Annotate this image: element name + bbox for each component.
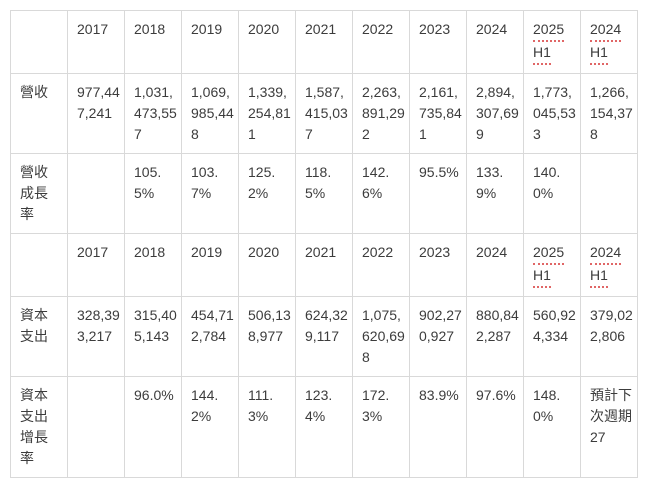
year-header-cell: 2024	[466, 10, 524, 74]
value-cell	[67, 153, 125, 234]
corner-cell	[10, 233, 68, 297]
value-cell: 172.3%	[352, 376, 410, 478]
year-header-cell: 2023	[409, 10, 467, 74]
year-header-cell: 2022	[352, 10, 410, 74]
row-label-cell: 資本支出增長率	[10, 376, 68, 478]
year-header-cell: 2018	[124, 10, 182, 74]
value-cell: 97.6%	[466, 376, 524, 478]
year-header-cell: 2025 H1	[523, 10, 581, 74]
value-cell: 103.7%	[181, 153, 239, 234]
value-cell	[67, 376, 125, 478]
value-cell: 1,587,415,037	[295, 73, 353, 154]
value-cell: 111.3%	[238, 376, 296, 478]
year-header-cell: 2024 H1	[580, 233, 638, 297]
value-cell: 123.4%	[295, 376, 353, 478]
value-cell: 1,266,154,378	[580, 73, 638, 154]
value-cell: 144.2%	[181, 376, 239, 478]
spellcheck-underlined-text: H1	[533, 42, 551, 65]
value-cell: 1,075,620,698	[352, 296, 410, 377]
value-cell: 328,393,217	[67, 296, 125, 377]
year-header-cell: 2017	[67, 10, 125, 74]
value-cell: 118.5%	[295, 153, 353, 234]
value-cell: 902,270,927	[409, 296, 467, 377]
spellcheck-underlined-text: H1	[590, 265, 608, 288]
year-header-row: 2017 2018 2019 2020 2021 2022 2023 2024 2025 H1 2…	[10, 233, 638, 297]
year-header-cell: 2024 H1	[580, 10, 638, 74]
value-cell: 454,712,784	[181, 296, 239, 377]
value-cell: 95.5%	[409, 153, 467, 234]
year-header-cell: 2025 H1	[523, 233, 581, 297]
value-cell: 2,263,891,292	[352, 73, 410, 154]
financial-table-body: 2017 2018 2019 2020 2021 2022 2023 2024 2025 H1 2…	[10, 10, 638, 478]
year-header-cell: 2021	[295, 233, 353, 297]
data-row: 營收成長率 105.5% 103.7% 125.2% 118.5% 142.6% 95.5%…	[10, 153, 638, 234]
year-header-cell: 2018	[124, 233, 182, 297]
value-cell: 1,773,045,533	[523, 73, 581, 154]
spellcheck-underlined-text: 2025	[533, 19, 565, 42]
spellcheck-underlined-text: H1	[590, 42, 608, 65]
spellcheck-underlined-text: H1	[533, 265, 551, 288]
value-cell: 96.0%	[124, 376, 182, 478]
value-cell: 133.9%	[466, 153, 524, 234]
spellcheck-underlined-text: 2025	[533, 242, 565, 265]
row-label-cell: 營收	[10, 73, 68, 154]
year-header-cell: 2019	[181, 233, 239, 297]
value-cell: 2,161,735,841	[409, 73, 467, 154]
year-header-row: 2017 2018 2019 2020 2021 2022 2023 2024 2025 H1 2…	[10, 10, 638, 74]
value-cell	[580, 153, 638, 234]
spellcheck-underlined-text: 2024	[590, 242, 622, 265]
financial-table: 2017 2018 2019 2020 2021 2022 2023 2024 2025 H1 2…	[10, 10, 638, 478]
value-cell: 105.5%	[124, 153, 182, 234]
value-cell: 1,031,473,557	[124, 73, 182, 154]
year-header-cell: 2024	[466, 233, 524, 297]
value-cell: 預計下次週期27	[580, 376, 638, 478]
row-label-cell: 營收成長率	[10, 153, 68, 234]
value-cell: 1,069,985,448	[181, 73, 239, 154]
value-cell: 977,447,241	[67, 73, 125, 154]
year-header-cell: 2019	[181, 10, 239, 74]
year-header-cell: 2017	[67, 233, 125, 297]
value-cell: 379,022,806	[580, 296, 638, 377]
data-row: 營收 977,447,241 1,031,473,557 1,069,985,448 1…	[10, 73, 638, 154]
corner-cell	[10, 10, 68, 74]
value-cell: 560,924,334	[523, 296, 581, 377]
row-label-cell: 資本支出	[10, 296, 68, 377]
data-row: 資本支出增長率 96.0% 144.2% 111.3% 123.4% 172.3% 83.9…	[10, 376, 638, 478]
value-cell: 315,405,143	[124, 296, 182, 377]
value-cell: 142.6%	[352, 153, 410, 234]
year-header-cell: 2020	[238, 10, 296, 74]
value-cell: 83.9%	[409, 376, 467, 478]
year-header-cell: 2023	[409, 233, 467, 297]
year-header-cell: 2022	[352, 233, 410, 297]
value-cell: 140.0%	[523, 153, 581, 234]
data-row: 資本支出 328,393,217 315,405,143 454,712,784 506…	[10, 296, 638, 377]
value-cell: 880,842,287	[466, 296, 524, 377]
value-cell: 1,339,254,811	[238, 73, 296, 154]
spellcheck-underlined-text: 2024	[590, 19, 622, 42]
value-cell: 148.0%	[523, 376, 581, 478]
value-cell: 2,894,307,699	[466, 73, 524, 154]
value-cell: 506,138,977	[238, 296, 296, 377]
value-cell: 624,329,117	[295, 296, 353, 377]
value-cell: 125.2%	[238, 153, 296, 234]
year-header-cell: 2020	[238, 233, 296, 297]
year-header-cell: 2021	[295, 10, 353, 74]
